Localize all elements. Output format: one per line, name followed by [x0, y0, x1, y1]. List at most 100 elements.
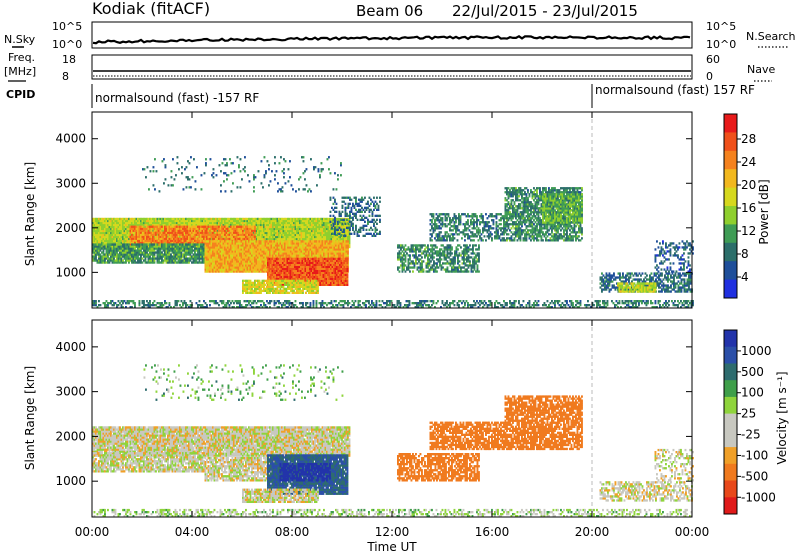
- heatmap-cell: [320, 235, 322, 239]
- heatmap-cell: [306, 237, 309, 241]
- heatmap-cell: [195, 235, 198, 239]
- heatmap-cell: [123, 251, 126, 254]
- heatmap-cell: [344, 227, 346, 231]
- heatmap-cell: [179, 245, 181, 249]
- heatmap-cell: [92, 243, 94, 246]
- heatmap-cell: [225, 227, 228, 230]
- heatmap-cell: [245, 221, 247, 225]
- heatmap-cell: [300, 237, 303, 241]
- heatmap-cell: [245, 270, 247, 273]
- heatmap-cell: [297, 237, 300, 241]
- heatmap-cell: [347, 237, 349, 241]
- heatmap-cell: [147, 233, 150, 236]
- heatmap-cell: [183, 229, 186, 232]
- heatmap-cell: [132, 219, 135, 223]
- heatmap-cell: [309, 229, 312, 233]
- heatmap-cell: [122, 231, 124, 235]
- heatmap-cell: [275, 221, 277, 225]
- heatmap-cell: [101, 243, 103, 246]
- heatmap-cell: [213, 268, 216, 271]
- heatmap-cell: [176, 255, 178, 258]
- heatmap-cell: [147, 255, 150, 258]
- heatmap-cell: [216, 268, 219, 271]
- heatmap-cell: [299, 221, 301, 225]
- heatmap-cell: [296, 219, 298, 223]
- heatmap-cell: [185, 241, 187, 245]
- heatmap-cell: [273, 229, 276, 233]
- heatmap-cell: [315, 225, 318, 229]
- heatmap-cell: [129, 243, 132, 246]
- heatmap-cell: [108, 259, 111, 262]
- heatmap-cell: [290, 235, 292, 239]
- heatmap-cell: [165, 225, 168, 228]
- heatmap-cell: [227, 260, 229, 263]
- heatmap-cell: [227, 237, 229, 240]
- heatmap-cell: [200, 225, 202, 228]
- heatmap-cell: [300, 219, 303, 223]
- heatmap-cell: [327, 219, 330, 223]
- heatmap-cell: [230, 268, 232, 271]
- heatmap-cell: [129, 251, 132, 254]
- heatmap-cell: [129, 245, 132, 248]
- heatmap-cell: [122, 243, 124, 246]
- heatmap-cell: [200, 249, 202, 252]
- heatmap-cell: [204, 262, 207, 265]
- heatmap-cell: [219, 233, 222, 236]
- heatmap-cell: [138, 251, 141, 254]
- heatmap-cell: [195, 257, 198, 260]
- cpid-label: CPID: [6, 88, 35, 101]
- heatmap-cell: [95, 251, 97, 254]
- heatmap-cell: [137, 249, 139, 252]
- heatmap-cell: [267, 227, 270, 231]
- heatmap-cell: [222, 223, 225, 227]
- heatmap-cell: [201, 237, 204, 241]
- heatmap-cell: [336, 237, 339, 241]
- heatmap-cell: [308, 231, 310, 235]
- heatmap-cell: [126, 241, 129, 245]
- heatmap-cell: [107, 221, 109, 225]
- heatmap-cell: [177, 247, 180, 250]
- heatmap-cell: [260, 235, 262, 239]
- heatmap-cell: [113, 253, 115, 256]
- heatmap-cell: [332, 229, 334, 233]
- heatmap-cell: [210, 258, 213, 261]
- heatmap-cell: [141, 223, 144, 227]
- heatmap-cell: [306, 235, 309, 239]
- heatmap-cell: [156, 217, 159, 221]
- heatmap-cell: [339, 221, 342, 225]
- heatmap-cell: [104, 231, 106, 235]
- heatmap-cell: [294, 227, 297, 231]
- heatmap-cell: [233, 244, 235, 247]
- heatmap-cell: [198, 231, 201, 234]
- heatmap-cell: [141, 253, 144, 256]
- heatmap-cell: [225, 229, 228, 233]
- heatmap-cell: [117, 255, 120, 258]
- heatmap-cell: [222, 246, 225, 249]
- heatmap-cell: [117, 247, 120, 250]
- heatmap-cell: [120, 243, 123, 247]
- heatmap-cell: [201, 241, 204, 244]
- heatmap-cell: [297, 231, 300, 235]
- heatmap-cell: [267, 217, 270, 221]
- heatmap-cell: [110, 235, 112, 239]
- heatmap-cell: [141, 239, 144, 242]
- heatmap-cell: [185, 257, 187, 260]
- heatmap-cell: [209, 250, 211, 253]
- heatmap-cell: [149, 235, 151, 238]
- heatmap-cell: [108, 241, 111, 245]
- heatmap-cell: [171, 219, 174, 223]
- heatmap-cell: [200, 253, 202, 256]
- heatmap-cell: [284, 233, 286, 237]
- heatmap-cell: [270, 237, 273, 241]
- heatmap-cell: [96, 239, 99, 243]
- heatmap-cell: [180, 217, 183, 221]
- heatmap-cell: [290, 231, 292, 235]
- heatmap-cell: [233, 233, 235, 236]
- heatmap-cell: [219, 258, 222, 261]
- heatmap-cell: [182, 239, 184, 242]
- heatmap-cell: [240, 244, 243, 247]
- heatmap-cell: [236, 256, 238, 259]
- heatmap-cell: [197, 221, 199, 225]
- heatmap-cell: [261, 217, 264, 221]
- heatmap-cell: [300, 217, 303, 221]
